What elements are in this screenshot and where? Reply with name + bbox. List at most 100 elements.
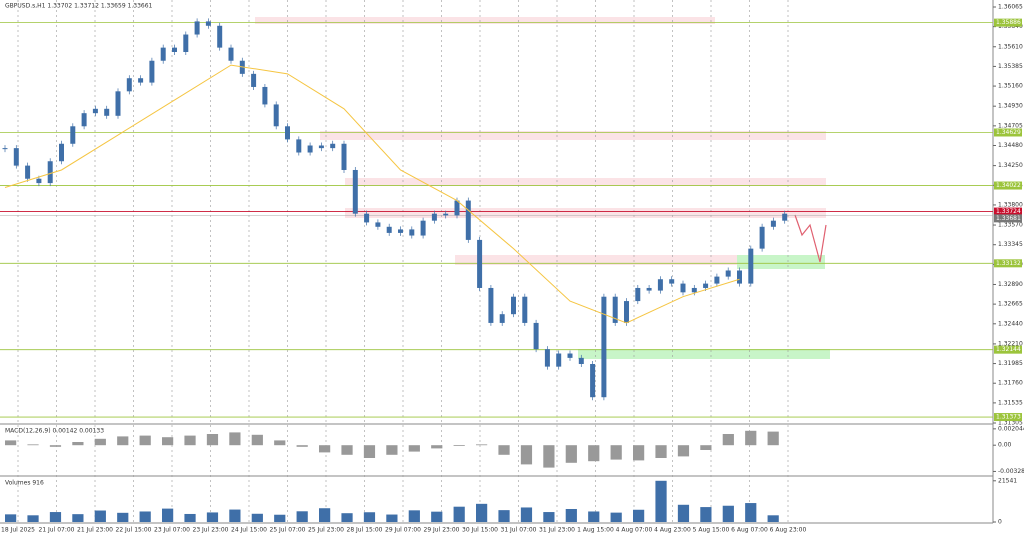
y-tick-label: 1.34250 (998, 162, 1023, 169)
candle (624, 301, 629, 323)
y-tick-label: 1.31535 (998, 399, 1023, 406)
candle (307, 145, 313, 153)
macd-bar (453, 445, 465, 446)
macd-bar (633, 445, 645, 461)
supply-zone (455, 255, 825, 265)
volume-bar (206, 512, 219, 522)
macd-bar (655, 445, 667, 458)
y-tick-label: 1.33570 (998, 222, 1023, 229)
volume-bar (27, 515, 39, 522)
candle (194, 21, 200, 35)
candle (273, 104, 279, 127)
macd-label: MACD(12,26,9) 0.00142 0.00133 (5, 428, 104, 435)
volume-bar (386, 514, 398, 522)
macd-bar (745, 430, 757, 446)
macd-bar (94, 438, 106, 446)
candle (398, 229, 403, 233)
candle (590, 363, 596, 398)
candle (13, 148, 19, 166)
chart-title: GBPUSD.s,H1 1.33702 1.33712 1.33659 1.33… (5, 3, 153, 10)
x-tick-label: 22 Jul 15:00 (116, 527, 152, 534)
y-tick-label: 1.35610 (998, 43, 1023, 50)
candle (81, 113, 87, 127)
candle (352, 169, 358, 214)
macd-bar (565, 445, 577, 463)
candle (567, 353, 573, 358)
price-tag-label: 1.33724 (996, 208, 1021, 215)
candle (364, 213, 370, 223)
candle (635, 287, 641, 302)
volume-bar (94, 510, 106, 522)
volume-bar (633, 509, 645, 522)
volume-bar (229, 509, 241, 522)
macd-bar (139, 435, 151, 446)
macd-bar (184, 435, 196, 446)
candle (2, 148, 8, 150)
y-tick-label: 1.33800 (998, 201, 1023, 208)
candle (759, 226, 765, 249)
x-tick-label: 25 Jul 23:00 (308, 527, 344, 534)
volume-bar (498, 510, 510, 522)
background (0, 0, 993, 535)
candle (318, 145, 324, 149)
macd-bar (162, 437, 174, 446)
macd-bar (229, 432, 241, 446)
x-tick-label: 25 Jul 07:00 (270, 527, 306, 534)
y-tick-label: 1.32890 (998, 281, 1023, 288)
macd-bar (72, 442, 84, 446)
volume-bar (476, 503, 488, 522)
price-tag-label: 1.34022 (996, 182, 1021, 189)
candle (228, 47, 234, 61)
macd-bar (677, 445, 690, 457)
candle (183, 34, 189, 52)
volume-bar (72, 514, 84, 522)
macd-tick-label: 0.002044 (998, 425, 1024, 432)
volume-bar (588, 511, 600, 522)
macd-bar (722, 434, 734, 446)
candle (431, 213, 437, 221)
x-tick-label: 18 Jul 2025 (1, 527, 35, 534)
volume-bar (162, 508, 174, 522)
volume-bar (700, 507, 712, 522)
macd-bar (49, 445, 62, 447)
y-tick-label: 1.35840 (998, 23, 1023, 30)
volume-label: Volumes 916 (5, 480, 44, 487)
macd-bar (588, 445, 600, 462)
volume-bar (543, 512, 555, 522)
macd-bar (543, 445, 555, 468)
supply-zone (345, 208, 826, 218)
macd-tick-label: 0.00 (998, 442, 1012, 449)
price-tag (994, 345, 1022, 354)
volume-bar (117, 512, 129, 522)
volume-bar (722, 505, 734, 522)
candle (443, 213, 449, 216)
price-tag-label: 1.34629 (996, 129, 1021, 136)
candle (725, 270, 731, 277)
price-tag-label: 1.31373 (996, 414, 1021, 421)
y-tick-label: 1.32440 (998, 320, 1023, 327)
price-tag (994, 413, 1022, 422)
macd-bar (700, 445, 712, 450)
candle (262, 86, 268, 105)
y-tick-label: 1.32210 (998, 340, 1023, 347)
y-tick-label: 1.35160 (998, 83, 1023, 90)
macd-bar (476, 444, 488, 446)
x-tick-label: 29 Jul 23:00 (424, 527, 460, 534)
volume-bar (49, 512, 62, 522)
x-tick-label: 1 Aug 15:00 (577, 527, 614, 534)
candle (770, 220, 776, 227)
macd-tick-label: -0.00328 (998, 468, 1024, 475)
volume-bar (655, 480, 667, 522)
macd-bar (431, 445, 443, 449)
volume-bar (341, 513, 353, 522)
candle (488, 287, 494, 323)
candle (646, 287, 652, 291)
candle (703, 283, 709, 288)
y-tick-label: 1.31760 (998, 380, 1023, 387)
volume-bar (745, 503, 757, 522)
macd-bar (610, 445, 622, 460)
candle (556, 353, 562, 367)
price-tag (994, 214, 1022, 223)
candle (544, 349, 550, 367)
